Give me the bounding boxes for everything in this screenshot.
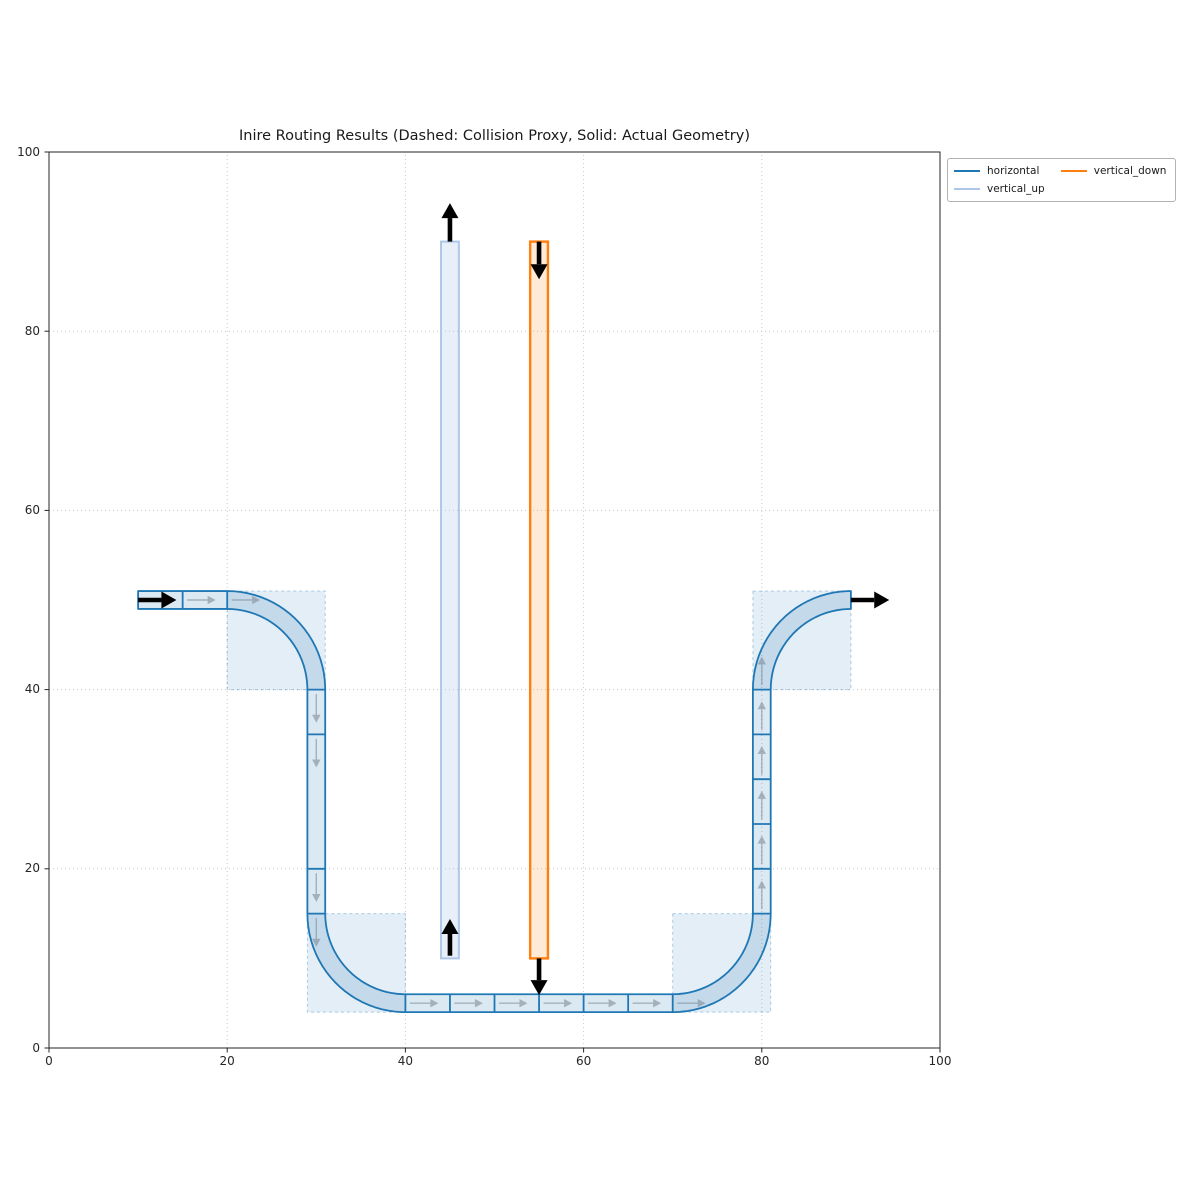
arrow-head xyxy=(252,595,261,605)
arrow-head xyxy=(757,880,766,889)
y-tick-label: 0 xyxy=(32,1040,40,1055)
collision-proxy xyxy=(306,913,406,1013)
plot-title: Inire Routing Results (Dashed: Collision… xyxy=(238,128,750,144)
y-tick-label: 80 xyxy=(24,323,40,338)
legend-line-vertical-up-icon xyxy=(954,188,980,190)
arrow-head xyxy=(608,999,617,1008)
arrow-head xyxy=(653,999,662,1008)
x-tick-label: 0 xyxy=(45,1054,53,1068)
arrow-head xyxy=(757,746,766,755)
arrow-head xyxy=(312,759,321,768)
legend-item-vertical-up: vertical_up xyxy=(954,182,1045,196)
arrow-head xyxy=(207,595,216,605)
arrow-head xyxy=(430,999,439,1008)
legend-label-vertical-up: vertical_up xyxy=(987,183,1045,195)
axes-box xyxy=(48,151,941,1049)
arrow-head xyxy=(757,656,766,665)
arrow-head xyxy=(441,918,459,934)
x-tick-label: 100 xyxy=(928,1054,952,1068)
arrow-head xyxy=(312,938,321,947)
arrow-head xyxy=(161,591,177,609)
y-tick-label: 20 xyxy=(24,861,40,876)
arrow-head xyxy=(312,714,321,723)
tube-vertical_up xyxy=(440,240,460,960)
legend-item-horizontal: horizontal xyxy=(954,164,1045,178)
arrow-head xyxy=(519,999,528,1008)
arrow-head xyxy=(312,893,321,902)
legend-item-vertical-down: vertical_down xyxy=(1060,164,1167,178)
arrow-head xyxy=(757,701,766,710)
legend-column-1: horizontal vertical_up xyxy=(954,164,1045,196)
arrow-head xyxy=(530,264,548,280)
legend-line-horizontal-icon xyxy=(954,170,980,172)
arrow-head xyxy=(874,591,890,609)
x-tick-label: 60 xyxy=(575,1054,592,1068)
arrow-head xyxy=(757,835,766,844)
arrow-head xyxy=(474,999,483,1008)
arrow-head xyxy=(757,790,766,799)
collision-proxy xyxy=(226,590,326,691)
legend-column-2: vertical_down xyxy=(1060,164,1167,178)
collision-proxy xyxy=(752,590,852,691)
legend-label-horizontal: horizontal xyxy=(987,165,1040,177)
legend-label-vertical-down: vertical_down xyxy=(1093,165,1167,177)
collision-proxy xyxy=(672,913,772,1013)
x-tick-label: 20 xyxy=(219,1054,235,1068)
y-tick-label: 40 xyxy=(24,682,40,697)
x-tick-label: 40 xyxy=(397,1054,414,1068)
tube-vertical_down xyxy=(528,240,550,960)
arrow-head xyxy=(564,999,573,1008)
arrow-head xyxy=(441,203,459,219)
legend: horizontal vertical_up vertical_down xyxy=(947,158,1177,202)
legend-line-vertical-down-icon xyxy=(1060,170,1087,172)
arrow-head xyxy=(530,980,548,996)
y-tick-label: 60 xyxy=(24,502,40,517)
y-tick-label: 100 xyxy=(17,144,40,159)
arrow-head xyxy=(697,999,706,1008)
x-tick-label: 80 xyxy=(754,1054,770,1068)
